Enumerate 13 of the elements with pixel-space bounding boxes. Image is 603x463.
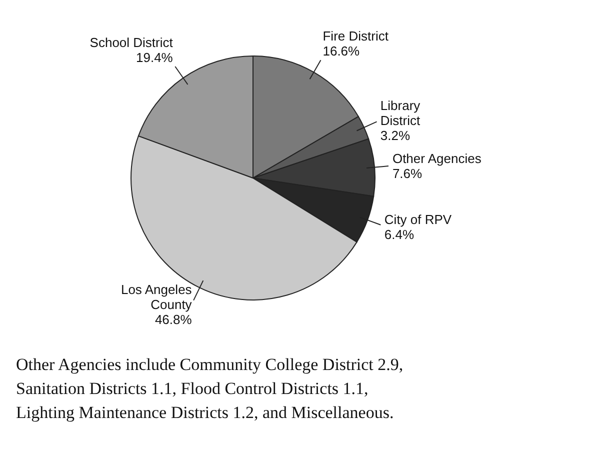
slice-label: School District — [90, 35, 174, 50]
data-label: 7.6% — [392, 166, 423, 182]
slice-label: Fire District — [322, 28, 389, 44]
data-label: 6.4% — [384, 226, 414, 242]
data-label: 19.4% — [136, 50, 174, 66]
data-label: 46.8% — [154, 312, 192, 327]
slice-label: City of RPV — [384, 212, 452, 227]
data-label: 16.6% — [322, 44, 360, 59]
slice-label: Library District — [380, 98, 421, 128]
text: Other Agencies include Community College District 2.9, Sanitation Districts 1.1, Flood Control Districts 1.1, Lighting Maintenance Districts 1.2, and Miscellaneous. — [16, 355, 404, 422]
data-label: 3.2% — [380, 128, 410, 143]
slice-label: Los Angeles County — [120, 282, 192, 312]
slice-label: Other Agencies — [392, 151, 482, 166]
